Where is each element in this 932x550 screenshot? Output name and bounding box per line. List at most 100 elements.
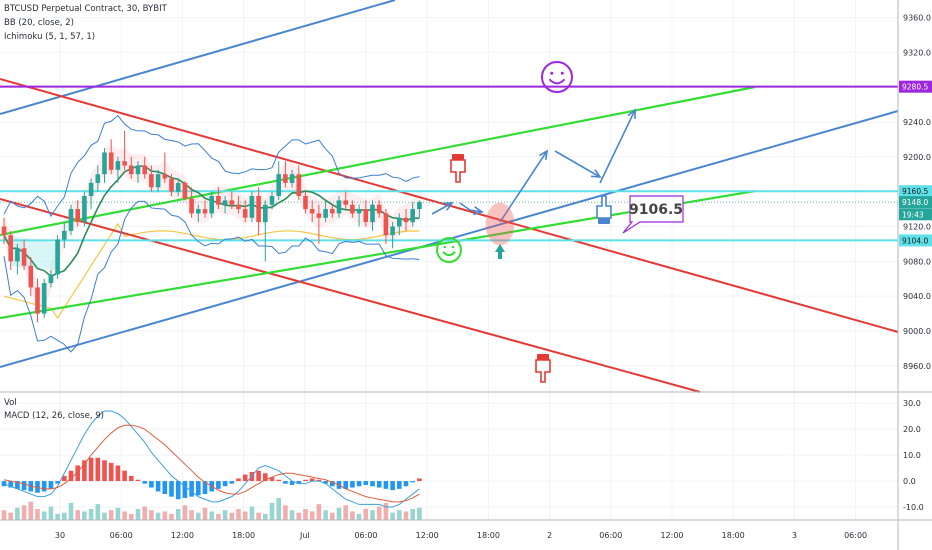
volume-bars [1, 498, 422, 520]
green-smiley-icon-eye [452, 245, 455, 249]
hand-up-icon-hand [596, 195, 612, 219]
candle-body [296, 174, 302, 196]
trendlines [0, 0, 899, 393]
volume-bar [316, 504, 322, 520]
macd-histogram-bar [229, 481, 235, 484]
volume-bar [175, 509, 181, 520]
macd-histogram-bar [129, 475, 134, 482]
macd-histogram-bar [376, 481, 382, 488]
candle-body [376, 204, 382, 214]
candle-body [135, 165, 141, 175]
volume-bar [75, 510, 80, 520]
candle-body [21, 248, 27, 266]
macd-line [3, 410, 420, 508]
candle-body [95, 174, 101, 183]
candle-body [370, 204, 375, 223]
volume-bar [269, 502, 275, 520]
candle-body [330, 209, 335, 214]
candle-body [263, 204, 268, 223]
volume-bar [323, 510, 328, 520]
price-tag [899, 234, 932, 247]
candle-body [162, 174, 168, 179]
candle-body [202, 209, 208, 214]
symbol-title[interactable]: BTCUSD Perpetual Contract, 30, BYBIT [4, 4, 167, 14]
candle-body [256, 196, 261, 223]
volume-bar [263, 513, 268, 520]
signal-line [3, 424, 420, 503]
macd-histogram-bar [370, 481, 375, 487]
candle-body [62, 230, 67, 240]
macd-histogram-bar [343, 481, 348, 489]
macd-histogram-bar [417, 478, 422, 482]
candle-body [289, 174, 295, 183]
ichimoku-legend[interactable]: Ichimoku (5, 1, 57, 1) [4, 32, 96, 42]
time-tick-label: 2 [547, 531, 552, 540]
volume-bar [289, 510, 295, 520]
purple-smiley-icon-eye [560, 71, 564, 75]
candle-body [417, 202, 422, 210]
drawings: 9106.5 [431, 61, 684, 383]
volume-bar [28, 501, 34, 520]
volume-bar [149, 510, 154, 520]
volume-bar [169, 513, 174, 520]
macd-histogram-bar [242, 474, 248, 482]
volume-bar [256, 512, 261, 520]
purple-smiley-icon-face [541, 61, 573, 93]
candle-body [55, 239, 60, 275]
macd-panel [1, 410, 422, 508]
macd-histogram-bar [236, 478, 241, 482]
purple-smiley-icon-eye [550, 71, 554, 75]
volume-bar [202, 507, 208, 520]
macd-histogram-bar [363, 481, 369, 485]
macd-histogram-bar [356, 481, 362, 487]
volume-bar [343, 505, 348, 520]
candle-body [15, 248, 20, 262]
volume-bar [41, 511, 47, 520]
volume-bar [417, 507, 422, 520]
macd-histogram-bar [316, 479, 322, 482]
macd-histogram-bar [403, 481, 409, 487]
volume-bar [242, 511, 248, 520]
price-tick-label: 9000.0 [903, 327, 931, 336]
time-tick-label: 18:00 [722, 531, 745, 540]
volume-bar [350, 511, 355, 520]
price-tick-label: 8960.0 [903, 362, 931, 371]
volume-bar [155, 512, 161, 520]
price-tag [899, 196, 932, 209]
volume-bar [397, 510, 402, 520]
candle-body [75, 209, 80, 223]
macd-histogram-bar [169, 481, 174, 497]
projection-arrow-1-head [442, 202, 454, 211]
price-tick-label: 9200.0 [903, 153, 931, 162]
macd-histogram-bar [115, 465, 121, 482]
bb-upper [3, 114, 420, 218]
highlight-circle [485, 202, 515, 246]
candle-body [350, 204, 355, 214]
candle-body [356, 209, 362, 214]
green-smiley-icon-eye [443, 245, 446, 249]
macd-histogram-bar [142, 481, 147, 484]
volume-bar [336, 507, 342, 520]
macd-legend[interactable]: MACD (12, 26, close, 9) [4, 411, 104, 421]
purple-smiley-icon [541, 61, 573, 93]
projection-arrow-3-head [538, 149, 549, 161]
macd-tick-label: -10.0 [903, 503, 924, 512]
volume-bar [48, 506, 54, 520]
volume-bar [216, 513, 221, 520]
volume-bar [296, 512, 302, 520]
volume-bar [403, 511, 409, 520]
candle-body [149, 174, 154, 188]
volume-bar [356, 513, 362, 520]
bb-legend[interactable]: BB (20, close, 2) [4, 18, 74, 28]
projection-arrow-1 [431, 202, 453, 215]
projection-arrow-3 [499, 150, 548, 223]
volume-bar [68, 502, 74, 520]
vol-legend[interactable]: Vol [4, 398, 17, 408]
macd-histogram-bar [202, 481, 208, 495]
projection-arrow-2-head [473, 206, 484, 216]
red-channel-lower [0, 198, 701, 393]
candle-body [28, 265, 34, 288]
macd-tick-label: 20.0 [903, 425, 921, 434]
